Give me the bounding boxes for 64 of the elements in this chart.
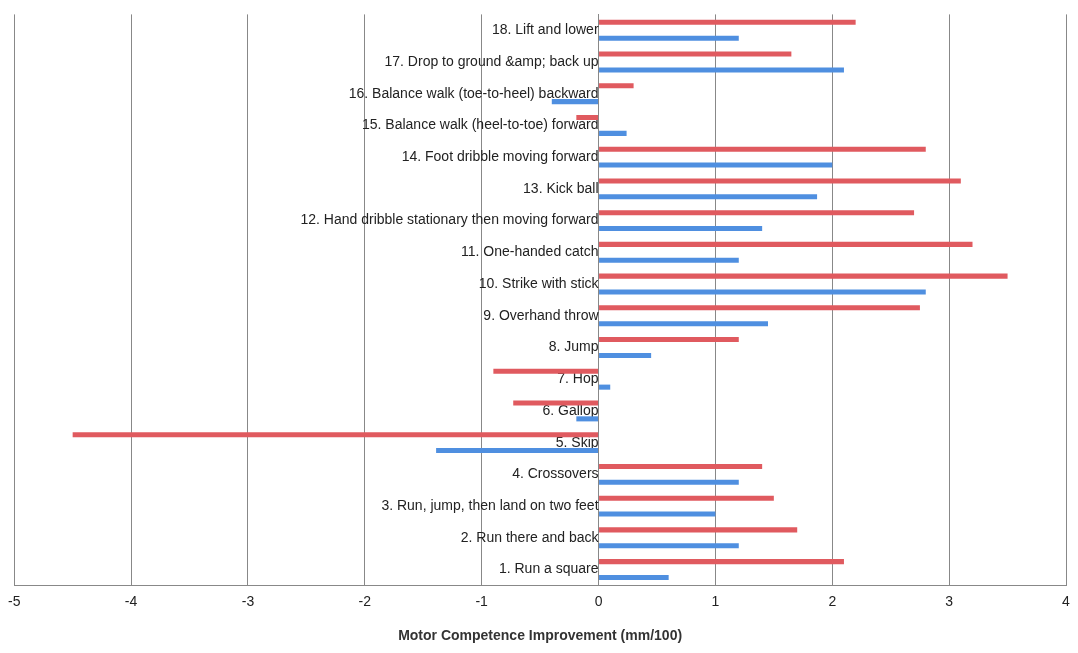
bar — [599, 511, 716, 517]
bar — [493, 368, 599, 374]
y-tick-label: 7. Hop — [557, 370, 599, 387]
bar — [599, 194, 818, 200]
bar — [599, 463, 763, 469]
y-tick-label: 4. Crossovers — [512, 465, 599, 482]
x-tick-label: -4 — [124, 592, 138, 609]
bar — [599, 67, 844, 73]
bar — [599, 19, 856, 25]
x-tick-label: 4 — [1062, 592, 1071, 609]
y-tick-label: 2. Run there and back — [460, 528, 600, 545]
y-tick-label: 17. Drop to ground &amp; back up — [384, 52, 599, 69]
x-axis-title: Motor Competence Improvement (mm/100) — [398, 627, 683, 644]
bar — [599, 83, 634, 89]
bar — [599, 352, 652, 358]
bar — [599, 257, 739, 263]
y-tick-label: 9. Overhand throw — [483, 306, 600, 323]
y-tick-label: 16. Balance walk (toe-to-heel) backward — [348, 84, 599, 101]
bar — [599, 273, 1008, 279]
bar — [599, 305, 920, 311]
y-tick-label: 15. Balance walk (heel-to-toe) forward — [361, 116, 599, 133]
y-tick-label: 11. One-handed catch — [461, 243, 599, 260]
bar — [599, 543, 739, 549]
bar — [599, 162, 833, 168]
x-tick-label: -3 — [241, 592, 255, 609]
bar — [599, 35, 739, 41]
y-tick-label: 12. Hand dribble stationary then moving forward — [300, 211, 599, 228]
bar — [599, 210, 915, 216]
bar — [513, 400, 599, 406]
y-tick-label: 1. Run a square — [498, 560, 599, 577]
x-tick-label: 2 — [828, 592, 837, 609]
y-tick-label: 6. Gallop — [542, 401, 599, 418]
bar — [599, 225, 763, 232]
bar — [599, 146, 926, 152]
bar — [599, 51, 792, 57]
bar — [599, 337, 739, 343]
x-tick-label: 1 — [711, 592, 720, 609]
x-tick-label: -5 — [8, 592, 21, 609]
x-tick-label: -1 — [475, 592, 489, 609]
bar — [599, 178, 961, 184]
bar — [599, 384, 611, 390]
y-tick-label: 3. Run, jump, then land on two feet — [381, 496, 599, 513]
y-tick-label: 5. Skip — [555, 433, 599, 450]
bar — [599, 559, 844, 565]
bar — [599, 495, 774, 501]
y-tick-label: 18. Lift and lower — [491, 21, 599, 38]
y-tick-label: 13. Kick ball — [523, 179, 599, 196]
x-tick-label: 3 — [945, 592, 954, 609]
bar — [599, 321, 768, 327]
y-tick-label: 8. Jump — [548, 338, 599, 355]
bar — [599, 527, 798, 533]
bar — [599, 130, 627, 136]
x-tick-label: 0 — [594, 592, 603, 609]
x-tick-label: -2 — [358, 592, 372, 609]
bar — [599, 574, 669, 581]
bar — [599, 241, 973, 247]
bar — [551, 99, 599, 105]
bar — [599, 479, 739, 485]
bar — [436, 448, 599, 454]
y-tick-label: 14. Foot dribble moving forward — [401, 148, 599, 165]
bar — [599, 289, 926, 295]
y-tick-label: 10. Strike with stick — [478, 274, 600, 291]
bar — [72, 432, 599, 438]
bar — [576, 416, 599, 422]
